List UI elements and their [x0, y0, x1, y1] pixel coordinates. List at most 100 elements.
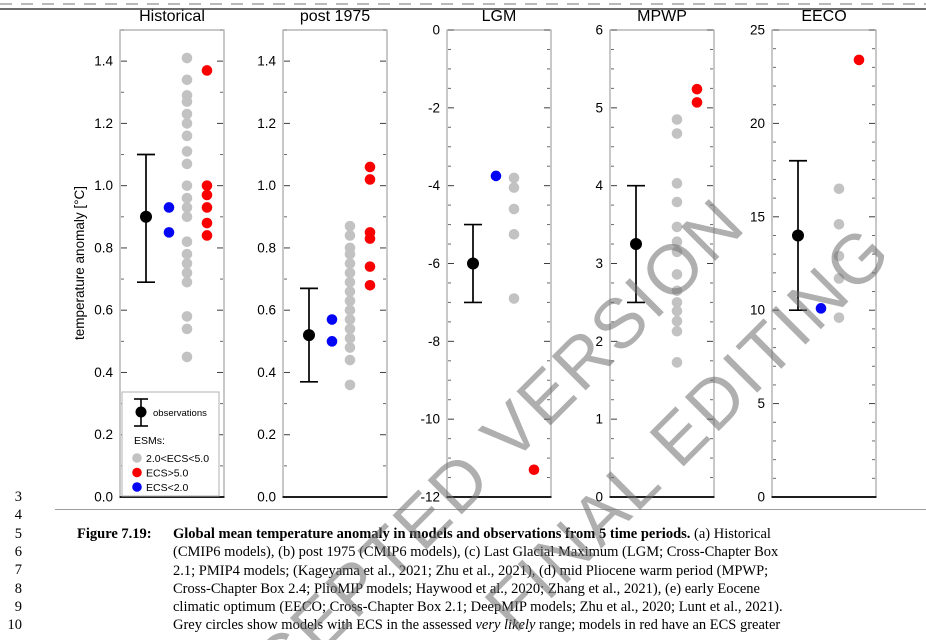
y-tick-label: 1.4	[257, 54, 276, 69]
esm-red-dot	[364, 261, 376, 272]
esm-grey-dot	[508, 229, 520, 240]
line-number: 9	[14, 598, 22, 615]
esm-grey-dot	[833, 312, 845, 323]
figure-chart: temperature anomaly [°C] Historical 0.0 0.2…	[72, 8, 877, 505]
esm-grey-dot	[508, 293, 520, 304]
esm-grey-dot	[671, 221, 683, 233]
esm-grey-dot	[344, 379, 356, 391]
legend-item-label: 2.0<ECS<5.0	[146, 453, 209, 465]
y-tick-label: 25	[750, 23, 765, 38]
esm-grey-dot	[181, 236, 193, 248]
esm-grey-dot	[344, 286, 356, 297]
panel-title: Historical	[139, 8, 205, 25]
esm-grey-dot	[181, 74, 193, 86]
caption-line: 2.1; PMIP4 models; (Kageyama et al., 202…	[173, 562, 769, 579]
y-tick-label: 3	[595, 256, 603, 271]
panel-title: post 1975	[300, 8, 370, 25]
y-tick-label: 1.4	[94, 54, 113, 69]
legend-obs-label: observations	[153, 408, 207, 419]
esm-blue-dot	[490, 170, 502, 182]
esm-red-dot	[201, 202, 213, 213]
line-number: 5	[14, 525, 22, 542]
obs-dot	[792, 229, 804, 242]
legend-esms-label: ESMs:	[134, 435, 165, 447]
panel-box	[771, 29, 877, 498]
esm-grey-dot	[181, 118, 193, 129]
esm-red-dot	[853, 54, 865, 66]
obs-dot	[140, 210, 152, 223]
caption-line: Cross-Chapter Box 2.4; PlioMIP models; H…	[173, 580, 760, 597]
esm-grey-dot	[833, 250, 845, 262]
esm-grey-dot	[508, 172, 520, 184]
esm-grey-dot	[671, 285, 683, 297]
y-tick-label: 10	[750, 303, 765, 318]
line-number: 7	[14, 562, 22, 579]
y-tick-label: 0	[757, 490, 765, 505]
esm-grey-dot	[344, 314, 356, 325]
esm-grey-dot	[671, 178, 683, 189]
y-tick-label: 15	[750, 209, 765, 224]
esm-grey-dot	[671, 325, 683, 337]
obs-dot	[630, 238, 642, 251]
panel-title: EECO	[801, 8, 846, 25]
esm-grey-dot	[181, 267, 193, 279]
esm-grey-dot	[344, 220, 356, 232]
y-tick-label: 0.8	[94, 240, 113, 255]
y-tick-label: -10	[420, 412, 440, 427]
legend-grey-dot	[132, 453, 142, 463]
esm-grey-dot	[181, 96, 193, 107]
esm-grey-dot	[671, 128, 683, 139]
esm-grey-dot	[671, 357, 683, 368]
esm-grey-dot	[181, 52, 193, 64]
esm-grey-dot	[671, 114, 683, 125]
esm-red-dot	[528, 464, 540, 476]
esm-red-dot	[201, 230, 213, 241]
esm-grey-dot	[671, 246, 683, 258]
obs-dot	[467, 257, 479, 270]
caption-line: Global mean temperature anomaly in model…	[173, 526, 771, 542]
figure-bottom-rule	[55, 509, 926, 510]
y-tick-label: 0	[595, 490, 603, 505]
esm-grey-dot	[344, 332, 356, 344]
esm-grey-dot	[671, 297, 683, 308]
esm-grey-dot	[181, 351, 193, 363]
esm-grey-dot	[344, 354, 356, 366]
y-axis-label: temperature anomaly [°C]	[72, 186, 87, 340]
esm-red-dot	[691, 97, 703, 108]
caption-line: Grey circles show models with ECS in the…	[173, 617, 781, 634]
line-number: 10	[7, 617, 23, 634]
esm-grey-dot	[344, 304, 356, 316]
esm-blue-dot	[326, 336, 338, 347]
y-tick-label: 0.8	[257, 240, 276, 255]
esm-grey-dot	[833, 273, 845, 284]
esm-red-dot	[201, 65, 213, 76]
esm-grey-dot	[671, 305, 683, 317]
esm-red-dot	[364, 161, 376, 173]
esm-grey-dot	[508, 182, 520, 193]
caption-line: climatic optimum (EECO; Cross-Chapter Bo…	[173, 599, 783, 616]
esm-grey-dot	[344, 248, 356, 260]
y-tick-label: -4	[428, 178, 440, 193]
esm-grey-dot	[181, 108, 193, 120]
esm-grey-dot	[181, 211, 193, 223]
legend-blue-dot	[132, 482, 142, 492]
esm-grey-dot	[181, 258, 193, 269]
line-number: 6	[14, 543, 22, 560]
esm-grey-dot	[181, 180, 193, 191]
y-tick-label: 1.2	[94, 116, 113, 131]
caption-line: (CMIP6 models), (b) post 1975 (CMIP6 mod…	[173, 544, 779, 561]
esm-grey-dot	[671, 269, 683, 280]
y-tick-label: 0.4	[257, 365, 276, 380]
top-solid-rule	[0, 8, 926, 10]
legend-obs-dot	[135, 406, 147, 418]
panel-box	[609, 29, 715, 498]
y-tick-label: 1.2	[257, 116, 276, 131]
esm-red-dot	[201, 189, 213, 201]
y-tick-label: 0.0	[257, 490, 276, 505]
y-tick-label: 0.6	[94, 303, 113, 318]
panel-title: LGM	[482, 8, 517, 25]
panel-title: MPWP	[637, 8, 687, 25]
esm-grey-dot	[181, 130, 193, 142]
y-tick-label: -8	[428, 334, 440, 349]
y-tick-label: 0.4	[94, 365, 113, 380]
